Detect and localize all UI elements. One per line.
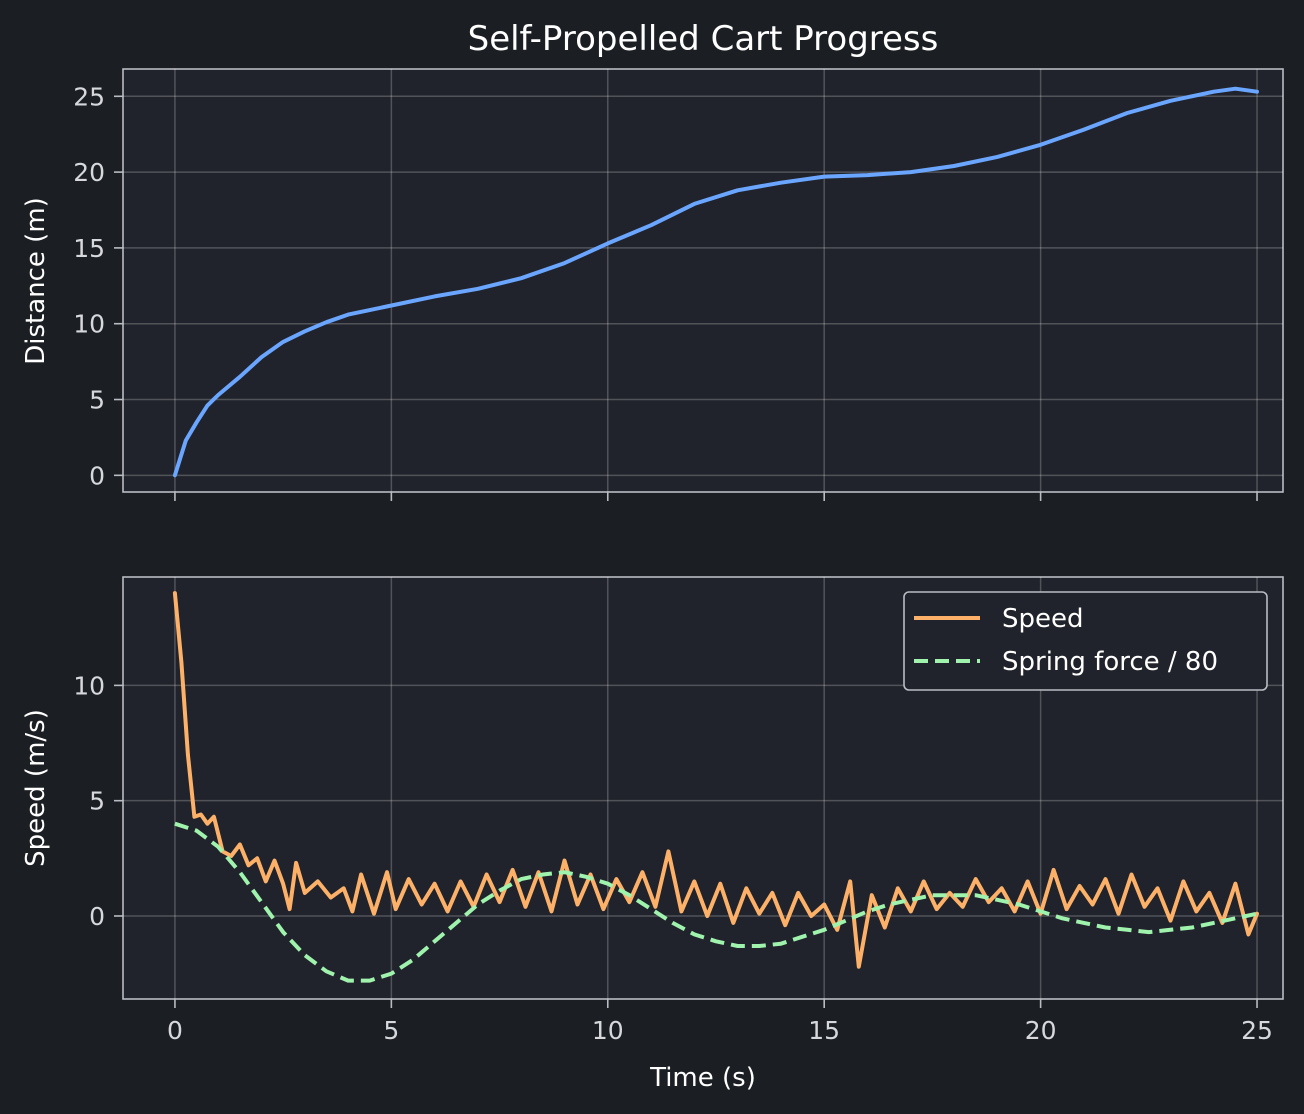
speed-series-line-1 xyxy=(174,821,1258,983)
distance-series xyxy=(172,86,1259,478)
distance-ticks: 0 5 10 15 20 25 xyxy=(73,82,1258,501)
speed-ytick-label: 10 xyxy=(73,671,105,700)
distance-grid xyxy=(123,69,1283,492)
speed-xtick-label: 10 xyxy=(592,1016,624,1045)
speed-series xyxy=(172,591,1259,983)
legend-box xyxy=(903,591,1268,691)
speed-xtick-label: 5 xyxy=(383,1016,399,1045)
distance-plot-area xyxy=(122,68,1284,493)
legend: Speed Spring force / 80 xyxy=(903,591,1268,691)
legend-label-speed: Speed xyxy=(1002,604,1084,634)
speed-panel: 0 5 10 15 20 25 0 5 10 Speed (m/s) Time (s) Spee… xyxy=(21,576,1284,1093)
distance-ytick-label: 25 xyxy=(73,82,105,111)
speed-ticks: 0 5 10 15 20 25 0 5 10 xyxy=(73,671,1273,1045)
legend-label-spring-force: Spring force / 80 xyxy=(1002,647,1218,677)
distance-ytick-label: 10 xyxy=(73,310,105,339)
speed-xtick-label: 20 xyxy=(1025,1016,1057,1045)
distance-ytick-label: 20 xyxy=(73,158,105,187)
distance-ylabel: Distance (m) xyxy=(21,197,51,365)
speed-ylabel: Speed (m/s) xyxy=(21,709,51,867)
speed-xtick-label: 15 xyxy=(808,1016,840,1045)
distance-ytick-label: 5 xyxy=(89,386,105,415)
speed-xlabel: Time (s) xyxy=(649,1063,756,1093)
speed-xtick-label: 25 xyxy=(1241,1016,1273,1045)
speed-ytick-label: 0 xyxy=(89,902,105,931)
speed-xtick-label: 0 xyxy=(167,1016,183,1045)
distance-series-line-0 xyxy=(172,86,1259,478)
speed-ytick-label: 5 xyxy=(89,787,105,816)
distance-ytick-label: 15 xyxy=(73,234,105,263)
speed-series-line-0 xyxy=(172,591,1259,969)
distance-ytick-label: 0 xyxy=(89,461,105,490)
distance-panel: 0 5 10 15 20 25 Distance (m) xyxy=(21,68,1284,501)
chart-title: Self-Propelled Cart Progress xyxy=(468,19,939,59)
